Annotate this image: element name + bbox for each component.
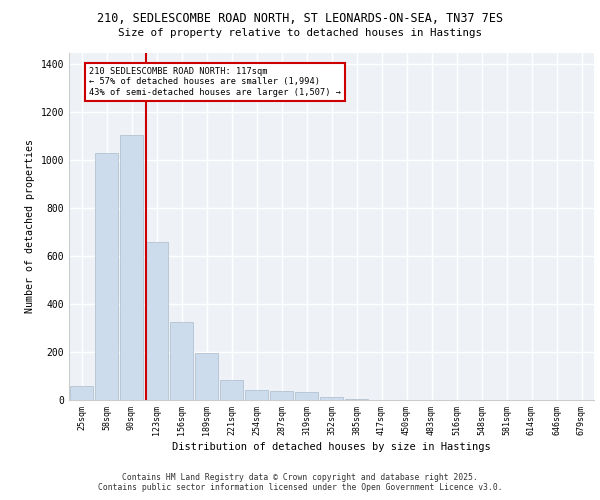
Bar xyxy=(320,397,343,400)
Bar xyxy=(95,153,118,400)
Bar xyxy=(170,322,193,400)
Bar xyxy=(70,386,93,400)
Bar xyxy=(120,135,143,400)
Bar xyxy=(345,399,368,400)
Text: 210, SEDLESCOMBE ROAD NORTH, ST LEONARDS-ON-SEA, TN37 7ES: 210, SEDLESCOMBE ROAD NORTH, ST LEONARDS… xyxy=(97,12,503,26)
Bar xyxy=(270,391,293,400)
Bar xyxy=(145,242,168,400)
Bar xyxy=(245,390,268,400)
Bar xyxy=(295,392,318,400)
X-axis label: Distribution of detached houses by size in Hastings: Distribution of detached houses by size … xyxy=(172,442,491,452)
Text: Size of property relative to detached houses in Hastings: Size of property relative to detached ho… xyxy=(118,28,482,38)
Text: 210 SEDLESCOMBE ROAD NORTH: 117sqm
← 57% of detached houses are smaller (1,994)
: 210 SEDLESCOMBE ROAD NORTH: 117sqm ← 57%… xyxy=(89,67,341,96)
Bar xyxy=(220,380,243,400)
Y-axis label: Number of detached properties: Number of detached properties xyxy=(25,139,35,313)
Bar xyxy=(195,354,218,400)
Text: Contains HM Land Registry data © Crown copyright and database right 2025.
Contai: Contains HM Land Registry data © Crown c… xyxy=(98,473,502,492)
